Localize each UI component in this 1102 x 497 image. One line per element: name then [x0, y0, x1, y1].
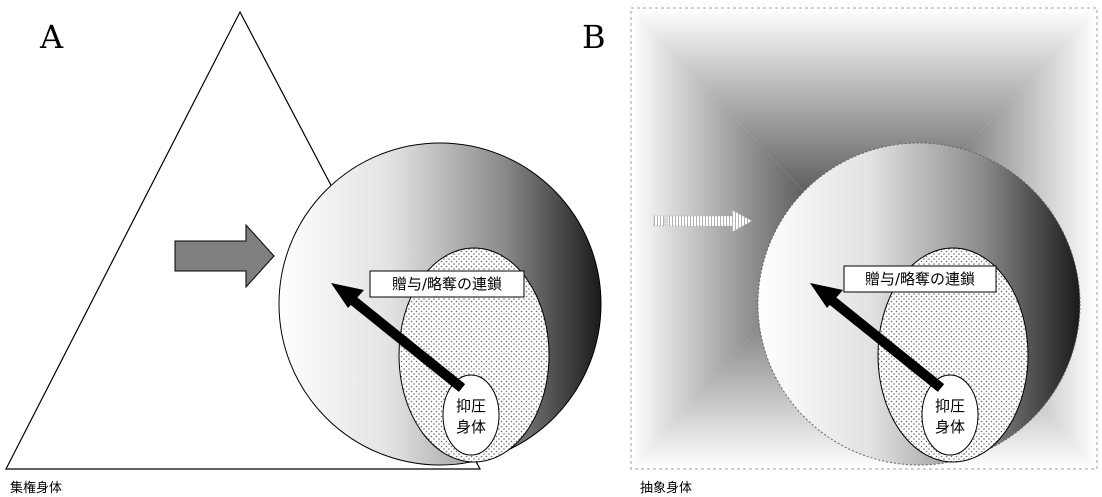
panel-a: A 抑圧 身体 贈与/略奪の連鎖 集権身体 — [5, 10, 602, 496]
panel-b-letter: B — [582, 18, 606, 56]
chain-arrow-b — [810, 283, 945, 392]
chain-label-a: 贈与/略奪の連鎖 — [392, 275, 502, 293]
chain-arrow-a — [331, 283, 466, 392]
oppressed-body-a-line2: 身体 — [456, 418, 486, 436]
oppression-field-b — [877, 247, 1029, 463]
oppressed-body-b-line1: 抑圧 — [935, 397, 965, 415]
panel-a-caption: 集権身体 — [10, 480, 62, 496]
panel-b-caption: 抽象身体 — [640, 480, 692, 496]
oppressed-body-b — [921, 374, 979, 456]
oppression-field-a — [398, 247, 550, 463]
oppressed-body-a — [442, 374, 500, 456]
chain-label-box-a — [369, 270, 525, 298]
chain-label-box-b — [843, 265, 997, 293]
chain-label-b: 贈与/略奪の連鎖 — [865, 270, 975, 288]
faint-arrow-b — [653, 209, 753, 233]
oppressed-body-a-line1: 抑圧 — [456, 397, 486, 415]
panel-a-letter: A — [39, 18, 64, 56]
oppressed-body-b-line2: 身体 — [935, 418, 965, 436]
block-arrow-a — [174, 223, 275, 289]
panel-b: B 抑圧 身体 贈与/略奪の連鎖 抽象身体 — [582, 7, 1098, 496]
